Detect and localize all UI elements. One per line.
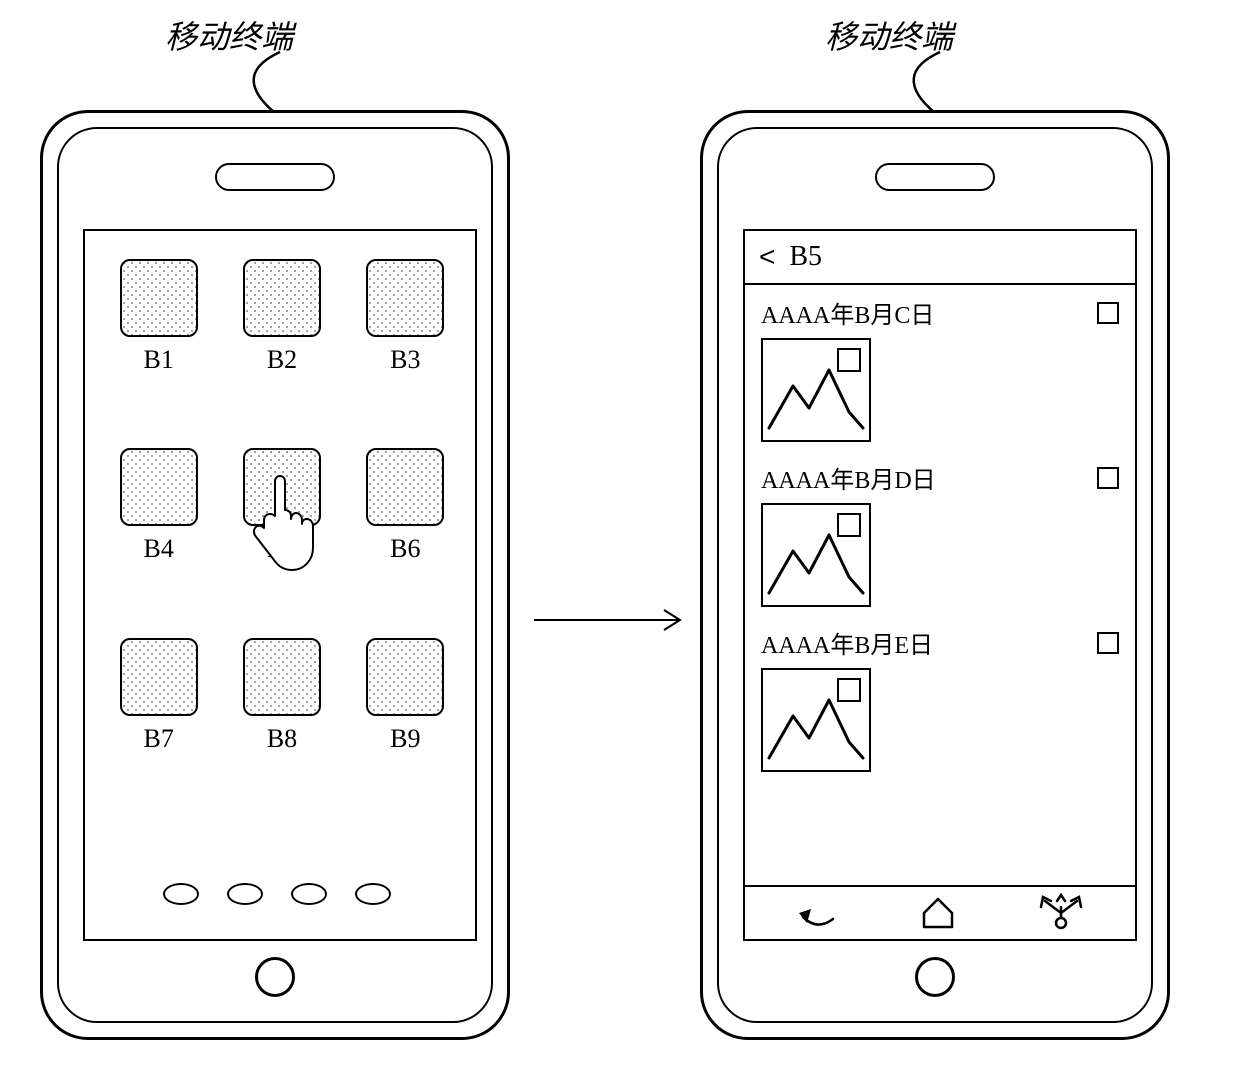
dock-dot[interactable] — [227, 883, 263, 905]
app-b4[interactable]: B4 — [113, 448, 204, 609]
checkbox[interactable] — [1097, 632, 1119, 654]
checkbox[interactable] — [1097, 302, 1119, 324]
app-icon — [120, 638, 198, 716]
left-phone-inner: B1 B2 B3 B4 B5 B6 B7 — [57, 127, 493, 1023]
entry-list[interactable]: AAAA年B月C日 AAAA年B月D日 — [743, 285, 1137, 885]
app-icon — [243, 448, 321, 526]
speaker-slot — [875, 163, 995, 191]
mountain-icon — [763, 670, 869, 770]
app-b3[interactable]: B3 — [360, 259, 451, 420]
home-button[interactable] — [915, 957, 955, 997]
app-b9[interactable]: B9 — [360, 638, 451, 799]
app-b8[interactable]: B8 — [236, 638, 327, 799]
checkbox[interactable] — [1097, 467, 1119, 489]
app-b2[interactable]: B2 — [236, 259, 327, 420]
mountain-icon — [763, 505, 869, 605]
dock-dot[interactable] — [291, 883, 327, 905]
right-phone-inner: < B5 AAAA年B月C日 — [717, 127, 1153, 1023]
app-label: B9 — [390, 724, 420, 754]
app-icon — [366, 638, 444, 716]
app-icon — [243, 638, 321, 716]
app-b1[interactable]: B1 — [113, 259, 204, 420]
transition-arrow — [530, 600, 690, 640]
entry-date: AAAA年B月D日 — [761, 460, 936, 495]
image-thumbnail[interactable] — [761, 503, 871, 607]
titlebar: < B5 — [743, 229, 1137, 285]
diagram-root: 移动终端 移动终端 B1 B2 B3 B4 B5 — [0, 0, 1240, 1074]
list-item[interactable]: AAAA年B月D日 — [745, 450, 1135, 615]
entry-date: AAAA年B月E日 — [761, 625, 933, 660]
back-curved-icon[interactable] — [795, 895, 839, 931]
app-label: B8 — [267, 724, 297, 754]
titlebar-title: B5 — [789, 241, 822, 273]
app-label: B7 — [143, 724, 173, 754]
navbar — [743, 885, 1137, 941]
app-icon — [120, 259, 198, 337]
app-label: B2 — [267, 345, 297, 375]
app-b7[interactable]: B7 — [113, 638, 204, 799]
app-icon — [366, 259, 444, 337]
list-item[interactable]: AAAA年B月E日 — [745, 615, 1135, 780]
entry-date: AAAA年B月C日 — [761, 295, 934, 330]
home-outline-icon[interactable] — [918, 895, 958, 931]
dock-dot[interactable] — [355, 883, 391, 905]
dock — [163, 883, 391, 905]
right-screen: < B5 AAAA年B月C日 — [743, 229, 1137, 941]
home-button[interactable] — [255, 957, 295, 997]
app-b6[interactable]: B6 — [360, 448, 451, 609]
app-icon — [120, 448, 198, 526]
app-label: B4 — [143, 534, 173, 564]
dock-dot[interactable] — [163, 883, 199, 905]
app-label: B6 — [390, 534, 420, 564]
app-grid: B1 B2 B3 B4 B5 B6 B7 — [113, 259, 451, 799]
speaker-slot — [215, 163, 335, 191]
image-thumbnail[interactable] — [761, 668, 871, 772]
left-phone-outer: B1 B2 B3 B4 B5 B6 B7 — [40, 110, 510, 1040]
app-icon — [366, 448, 444, 526]
list-item[interactable]: AAAA年B月C日 — [745, 285, 1135, 450]
app-icon — [243, 259, 321, 337]
image-thumbnail[interactable] — [761, 338, 871, 442]
mountain-icon — [763, 340, 869, 440]
right-phone-outer: < B5 AAAA年B月C日 — [700, 110, 1170, 1040]
app-label: B1 — [143, 345, 173, 375]
app-b5[interactable]: B5 — [236, 448, 327, 609]
branch-icon[interactable] — [1037, 893, 1085, 933]
app-label: B3 — [390, 345, 420, 375]
app-label: B5 — [267, 534, 297, 564]
left-screen: B1 B2 B3 B4 B5 B6 B7 — [83, 229, 477, 941]
back-chevron-icon[interactable]: < — [759, 241, 775, 273]
